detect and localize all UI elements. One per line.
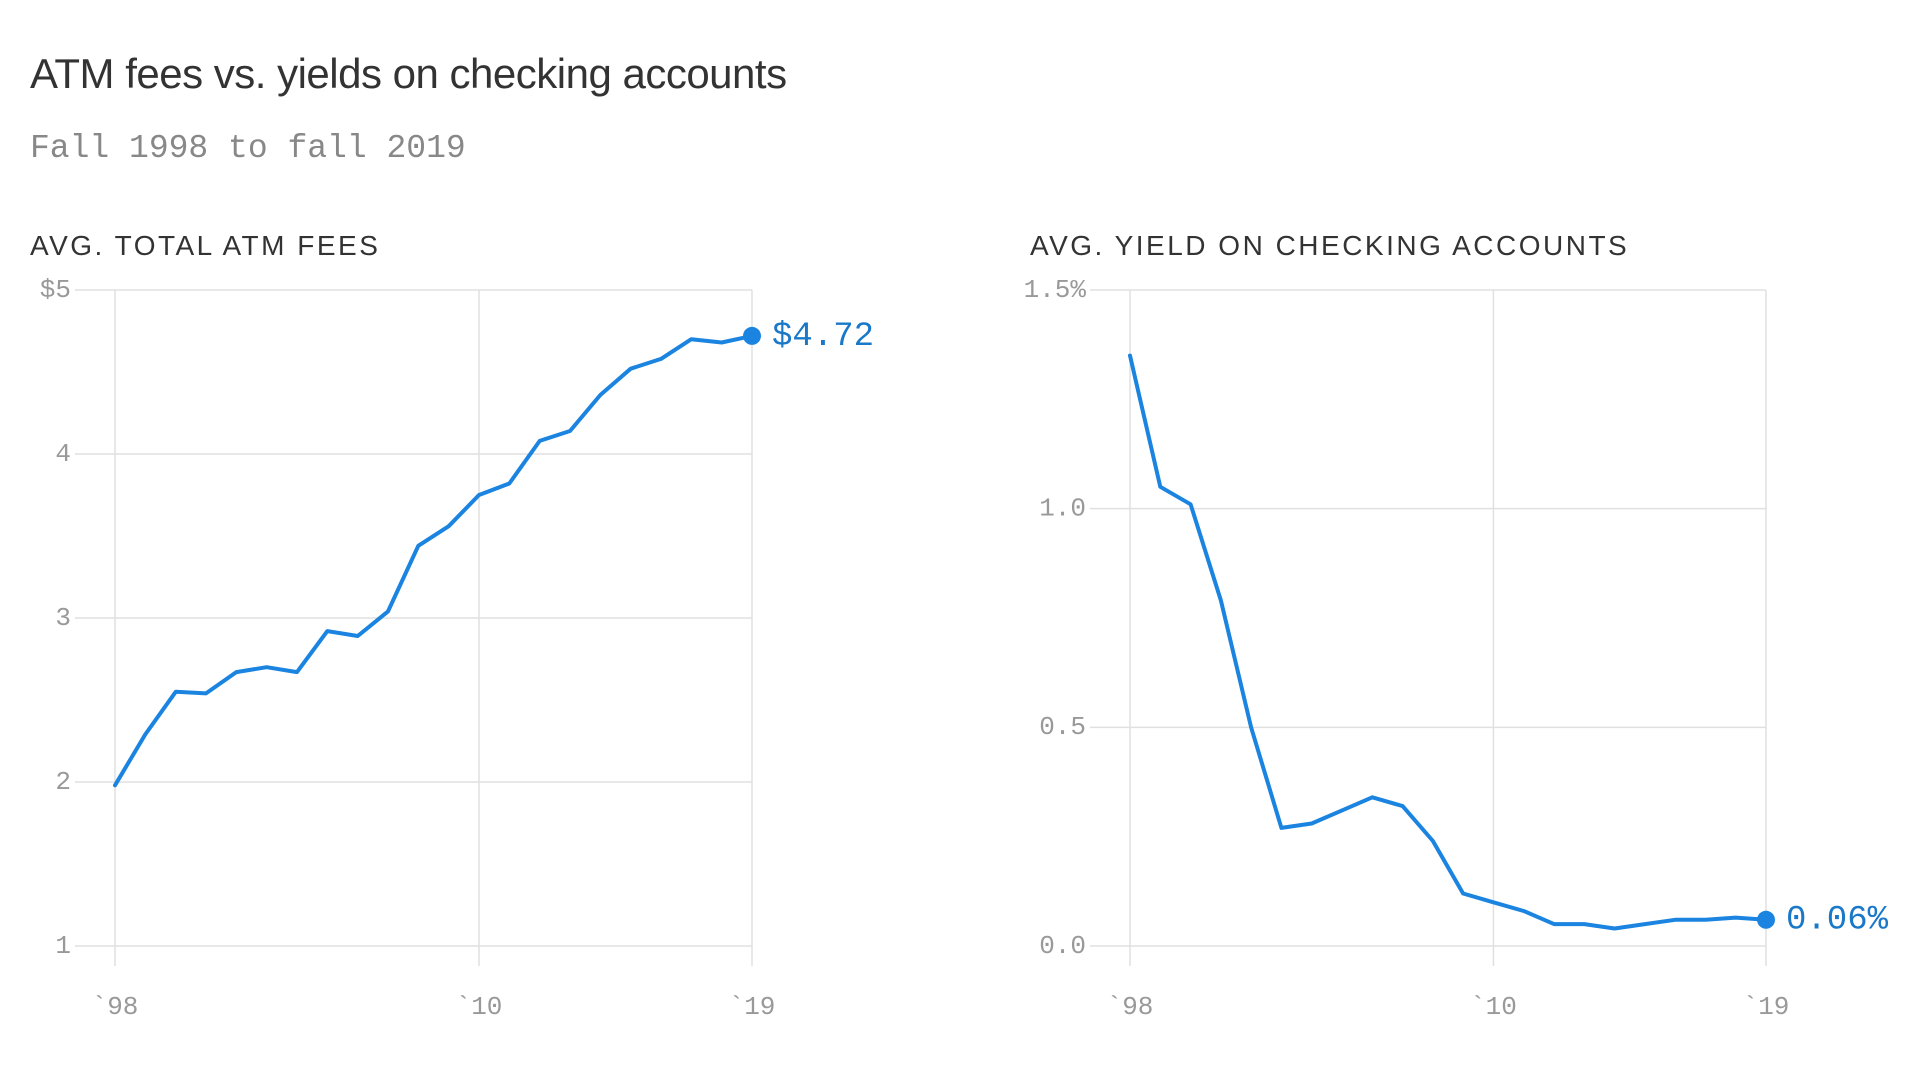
checking-yield-data-point (1581, 921, 1587, 927)
checking-yield-xtick-label: `98 (1107, 992, 1154, 1022)
checking-yield-data-point (1642, 921, 1648, 927)
checking-yield-data-point (1127, 353, 1133, 359)
checking-yield-ytick-label: 1.5% (1024, 275, 1087, 305)
atm-fees-ytick-label: $5 (40, 275, 71, 305)
checking-yield-data-point (1157, 484, 1163, 490)
atm-fees-xtick-label: `19 (729, 992, 776, 1022)
atm-fees-end-label: $4.72 (772, 318, 874, 356)
checking-yield-data-point (1430, 838, 1436, 844)
atm-fees-end-point (743, 326, 761, 345)
checking-yield-ytick-label: 0.0 (1039, 931, 1086, 961)
atm-fees-ytick-label: 4 (55, 439, 71, 469)
checking-yield-xtick-label: `19 (1743, 992, 1790, 1022)
checking-yield-data-point (1521, 908, 1527, 914)
checking-yield-data-point (1672, 917, 1678, 923)
checking-yield-data-point (1551, 921, 1557, 927)
checking-yield-data-point (1188, 501, 1194, 507)
atm-fees-chart-title: AVG. TOTAL ATM FEES (30, 230, 381, 261)
checking-yield-data-point (1460, 891, 1466, 897)
checking-yield-data-point (1733, 915, 1739, 921)
checking-yield-data-point (1490, 899, 1496, 905)
atm-fees-series-line (113, 333, 754, 788)
checking-yield-data-point (1278, 825, 1284, 831)
checking-yield-ytick-label: 1.0 (1039, 494, 1086, 524)
atm-fees-xtick-label: `10 (456, 992, 503, 1022)
atm-fees-ytick-label: 1 (55, 931, 71, 961)
chart-subtitle: Fall 1998 to fall 2019 (30, 130, 466, 167)
chart-title: ATM fees vs. yields on checking accounts (30, 50, 787, 97)
checking-yield-data-point (1400, 803, 1406, 809)
checking-yield-chart-title: AVG. YIELD ON CHECKING ACCOUNTS (1030, 230, 1630, 261)
checking-yield-data-point (1248, 724, 1254, 730)
checking-yield-data-point (1218, 598, 1224, 604)
checking-yield-data-point (1369, 794, 1375, 800)
checking-yield-data-point (1702, 917, 1708, 923)
atm-fees-xtick-label: `98 (92, 992, 139, 1022)
checking-yield-xtick-label: `10 (1470, 992, 1517, 1022)
checking-yield-ytick-label: 0.5 (1039, 712, 1086, 742)
atm-fees-ytick-label: 2 (55, 767, 71, 797)
checking-yield-data-point (1309, 821, 1315, 827)
checking-yield-data-point (1612, 926, 1618, 932)
checking-yield-series-line (1128, 353, 1768, 931)
atm-fees-ytick-label: 3 (55, 603, 71, 633)
checking-yield-data-point (1339, 807, 1345, 813)
checking-yield-end-label: 0.06% (1786, 902, 1889, 940)
checking-yield-end-point (1757, 910, 1775, 929)
